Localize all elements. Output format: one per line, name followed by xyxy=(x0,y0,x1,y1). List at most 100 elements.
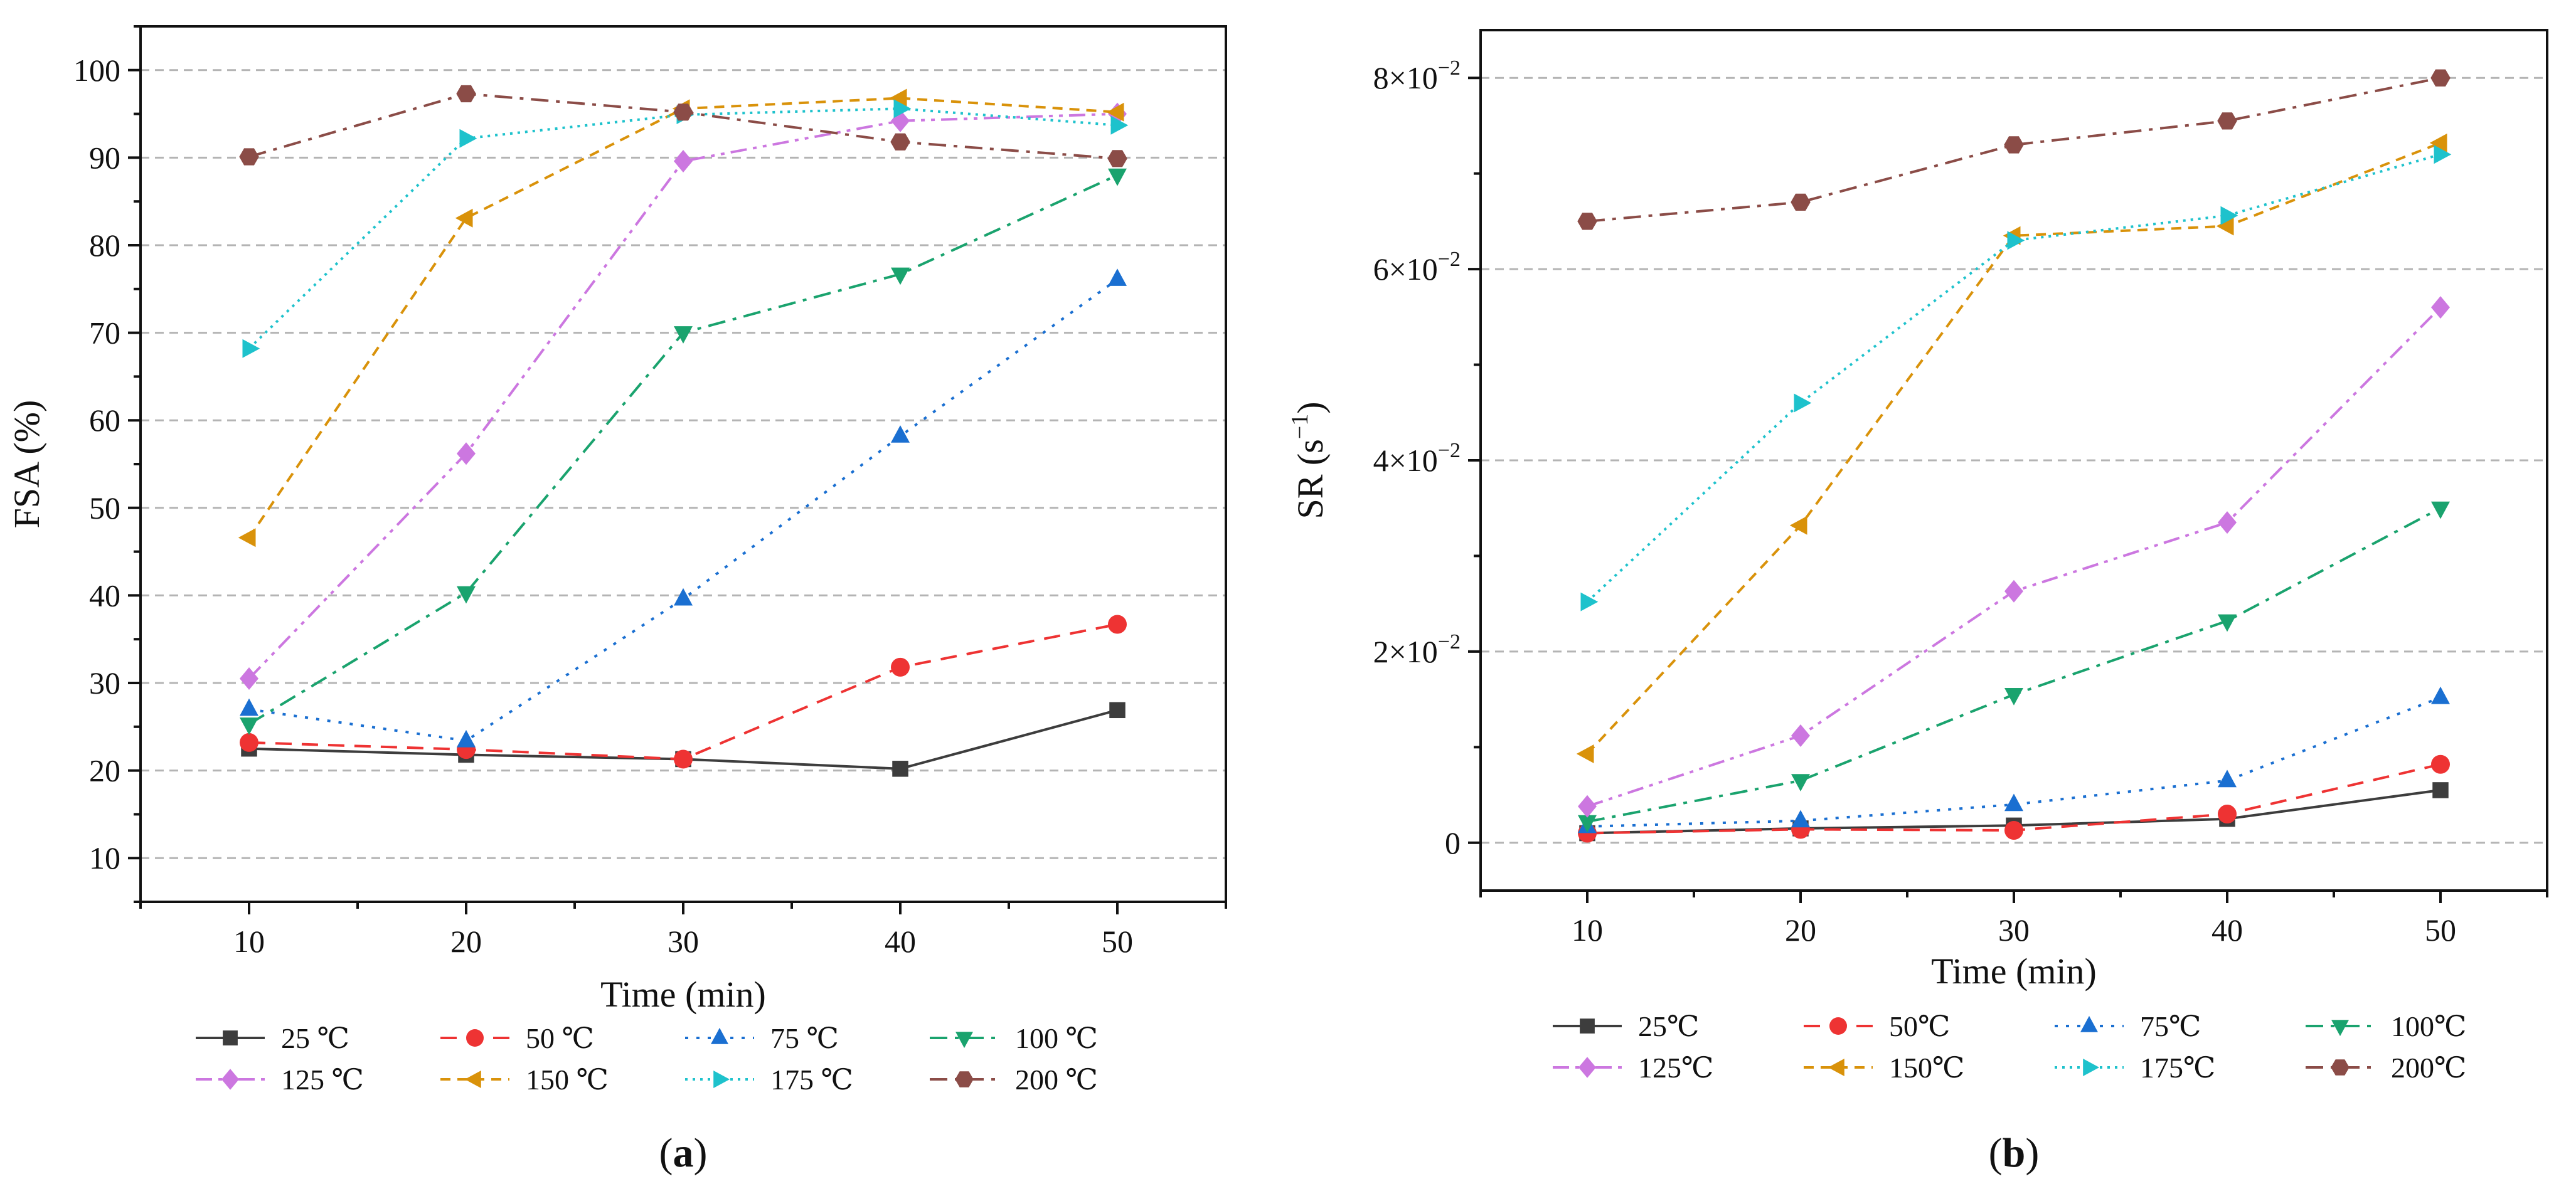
data-point xyxy=(456,85,476,103)
y-tick-label: 0 xyxy=(1445,825,1461,860)
data-point xyxy=(240,667,258,690)
y-axis-title: SR (s−1) xyxy=(1287,401,1331,519)
data-point xyxy=(1109,702,1126,719)
data-point xyxy=(1791,810,1810,828)
legend-marker xyxy=(1580,1018,1595,1034)
legend-marker xyxy=(955,1032,973,1049)
series-line xyxy=(248,278,1119,743)
legend-marker xyxy=(2331,1059,2350,1076)
y-tick-label: 40 xyxy=(89,578,120,613)
data-point xyxy=(2004,793,2023,812)
data-point xyxy=(889,88,907,108)
data-point xyxy=(674,150,693,172)
data-point xyxy=(1106,102,1124,122)
data-point xyxy=(2434,145,2452,164)
data-point xyxy=(2004,688,2023,706)
series-7 xyxy=(239,85,1127,167)
legend-entry: 150℃ xyxy=(1804,1052,1964,1084)
data-point xyxy=(1577,213,1597,230)
data-point xyxy=(457,729,476,748)
data-point xyxy=(1791,724,1810,747)
legend-marker xyxy=(2331,1020,2349,1037)
x-tick-label: 10 xyxy=(233,924,265,959)
data-point xyxy=(1791,774,1810,791)
x-tick-label: 50 xyxy=(2425,913,2456,948)
legend-entry: 25 ℃ xyxy=(196,1022,349,1054)
data-point xyxy=(2431,754,2450,774)
data-point xyxy=(2004,579,2023,603)
series-2 xyxy=(1578,686,2450,833)
legend-entry: 125℃ xyxy=(1553,1052,1713,1084)
chart-panel-b: 10 20 30 40 5002×10−24×10−26×10−28×10−2Time … xyxy=(1287,29,2548,1176)
x-tick-label: 20 xyxy=(450,924,482,959)
data-point xyxy=(2217,112,2237,130)
legend-marker xyxy=(223,1030,238,1045)
data-point xyxy=(2004,136,2024,154)
legend-label: 125℃ xyxy=(1638,1052,1713,1084)
legend-label: 200 ℃ xyxy=(1015,1064,1098,1096)
series-line xyxy=(1586,153,2441,603)
data-point xyxy=(1789,516,1807,535)
data-point xyxy=(1580,592,1599,611)
data-point xyxy=(2218,511,2237,534)
caption-close: ) xyxy=(2025,1130,2039,1176)
caption-letter: b xyxy=(2003,1130,2026,1176)
legend-marker xyxy=(1829,1017,1847,1035)
data-point xyxy=(891,657,910,677)
chart-panel-a: 10 20 30 40 50 10 20 30 40 50 60 70 80 90 100 Time (min… xyxy=(6,25,1227,1176)
y-tick-mantissa: 8×10 xyxy=(1373,60,1438,95)
data-point xyxy=(674,749,693,769)
y-tick-exponent: −2 xyxy=(1438,630,1461,653)
data-point xyxy=(238,528,256,548)
x-tick-label: 50 xyxy=(1102,924,1133,959)
data-point xyxy=(1578,795,1597,818)
x-axis-title: Time (min) xyxy=(1931,951,2097,992)
legend-label: 175℃ xyxy=(2140,1052,2215,1084)
legend-label: 50℃ xyxy=(1889,1010,1950,1042)
data-point xyxy=(459,129,477,148)
data-point xyxy=(2431,296,2450,319)
series-1 xyxy=(240,615,1127,769)
data-point xyxy=(2431,501,2450,519)
legend-label: 200℃ xyxy=(2391,1052,2466,1084)
data-point xyxy=(1108,615,1127,634)
legend-entry: 75 ℃ xyxy=(685,1022,839,1054)
y-axis-title-exponent: −1 xyxy=(1287,414,1313,439)
y-tick-mantissa: 6×10 xyxy=(1373,251,1438,287)
data-point xyxy=(890,133,910,151)
legend-marker xyxy=(466,1029,484,1047)
data-point xyxy=(2431,686,2450,704)
series-3 xyxy=(1578,501,2450,833)
data-point xyxy=(2216,216,2234,236)
legend-label: 100℃ xyxy=(2391,1010,2466,1042)
data-point xyxy=(1110,115,1129,135)
data-point xyxy=(1791,193,1811,211)
legend-label: 75 ℃ xyxy=(770,1022,839,1054)
series-line xyxy=(248,174,1118,726)
x-axis-title: Time (min) xyxy=(600,974,766,1015)
series-3 xyxy=(240,168,1127,735)
legend-entry: 50 ℃ xyxy=(440,1022,594,1054)
legend-marker xyxy=(464,1071,481,1088)
legend-marker xyxy=(711,1027,728,1044)
y-tick-label: 50 xyxy=(89,490,120,526)
y-tick-mantissa: 4×10 xyxy=(1373,443,1438,478)
data-point xyxy=(2218,614,2237,632)
data-point xyxy=(673,103,693,121)
data-point xyxy=(893,99,912,119)
y-tick-exponent: −2 xyxy=(1438,248,1461,271)
y-axis-title-base: SR (s xyxy=(1290,439,1331,519)
y-tick-mantissa: 0 xyxy=(1445,825,1461,860)
series-5 xyxy=(1576,133,2447,763)
legend-marker xyxy=(2080,1015,2098,1032)
panel-caption: (a) xyxy=(659,1130,708,1176)
legend-label: 175 ℃ xyxy=(770,1064,853,1096)
data-point xyxy=(892,761,908,777)
y-tick-label: 10 xyxy=(89,840,120,876)
x-tick-label: 20 xyxy=(1785,913,1816,948)
data-point xyxy=(242,339,260,358)
legend-entry: 100℃ xyxy=(2306,1010,2466,1042)
data-point xyxy=(240,733,258,752)
